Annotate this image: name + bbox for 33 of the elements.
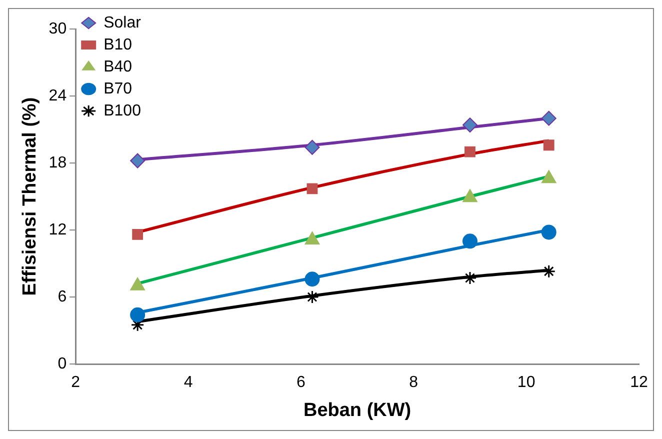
point bbox=[130, 153, 146, 168]
point bbox=[132, 229, 144, 240]
point bbox=[464, 146, 476, 158]
point bbox=[541, 224, 556, 240]
legend-label: B40 bbox=[104, 58, 132, 76]
y-tick-label: 18 bbox=[48, 154, 67, 172]
y-tick-label: 12 bbox=[48, 221, 67, 238]
point bbox=[304, 140, 320, 155]
x-tick-label: 12 bbox=[630, 374, 648, 392]
point bbox=[304, 272, 320, 287]
legend-label: B70 bbox=[104, 80, 132, 98]
point bbox=[463, 271, 477, 285]
x-tick-label: 6 bbox=[296, 374, 306, 392]
legend-label: B100 bbox=[104, 102, 142, 120]
x-tick-label: 10 bbox=[517, 374, 536, 392]
point bbox=[462, 118, 478, 133]
point bbox=[542, 264, 556, 278]
x-tick-label: 4 bbox=[184, 374, 193, 392]
y-axis-title: Effisiensi Thermal (%) bbox=[20, 97, 41, 296]
x-tick-label: 8 bbox=[409, 374, 418, 392]
x-axis-title: Beban (KW) bbox=[303, 400, 412, 421]
y-tick-label: 6 bbox=[58, 288, 67, 306]
point bbox=[462, 234, 478, 249]
y-tick-label: 0 bbox=[58, 355, 67, 372]
y-tick-label: 30 bbox=[48, 20, 67, 38]
point bbox=[306, 183, 318, 194]
legend-label: Solar bbox=[104, 14, 142, 32]
point bbox=[130, 307, 146, 322]
point bbox=[541, 110, 556, 126]
y-tick-label: 24 bbox=[48, 87, 67, 104]
x-tick-label: 2 bbox=[71, 374, 80, 392]
point bbox=[543, 140, 554, 151]
legend-label: B10 bbox=[104, 36, 132, 54]
